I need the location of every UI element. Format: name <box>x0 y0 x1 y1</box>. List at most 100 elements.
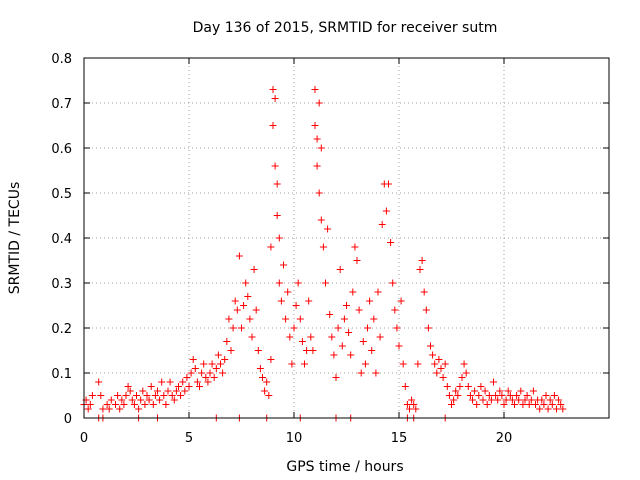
grid-lines <box>84 58 609 418</box>
data-point <box>128 396 136 404</box>
data-point <box>196 383 203 390</box>
data-point <box>471 387 479 395</box>
data-point <box>540 401 548 408</box>
data-point <box>464 383 472 390</box>
data-point <box>212 365 220 372</box>
data-point <box>254 347 262 354</box>
data-point <box>162 401 170 408</box>
data-point <box>414 360 422 368</box>
data-point <box>500 401 508 408</box>
data-point <box>143 392 151 399</box>
data-point <box>429 351 437 359</box>
data-point <box>141 401 149 408</box>
data-point <box>282 315 290 323</box>
data-point <box>553 405 560 413</box>
data-point <box>502 396 510 404</box>
data-point <box>114 392 122 399</box>
data-point <box>225 315 233 323</box>
data-point <box>355 306 363 314</box>
data-point <box>485 392 493 399</box>
data-point <box>498 392 506 399</box>
data-point <box>210 374 218 381</box>
data-point <box>286 333 294 341</box>
y-axis-label: SRMTID / TECUs <box>7 182 23 295</box>
data-point <box>357 369 365 377</box>
data-point <box>382 207 390 215</box>
data-point <box>345 329 353 336</box>
data-point <box>189 356 197 363</box>
data-point <box>492 392 500 399</box>
data-point <box>508 396 516 404</box>
data-point <box>479 396 487 404</box>
data-point <box>191 365 199 372</box>
data-point <box>361 360 369 368</box>
data-point <box>340 315 348 323</box>
data-point <box>460 360 468 368</box>
data-point <box>315 99 323 107</box>
data-point <box>219 369 227 377</box>
data-point <box>311 86 319 93</box>
data-point <box>206 369 214 377</box>
data-point <box>277 297 285 305</box>
data-point <box>246 315 254 323</box>
data-point <box>437 365 445 372</box>
data-point <box>368 347 376 354</box>
data-point <box>235 252 243 260</box>
data-point <box>416 266 424 273</box>
data-point <box>317 216 325 224</box>
data-point <box>439 374 447 381</box>
data-point <box>248 333 256 341</box>
data-point <box>412 405 420 413</box>
data-point <box>496 387 504 395</box>
data-point <box>145 396 153 404</box>
data-point <box>227 347 235 354</box>
data-point <box>187 369 195 377</box>
data-point <box>542 392 550 399</box>
data-point <box>133 392 140 399</box>
data-point <box>523 392 531 399</box>
data-point <box>517 387 525 395</box>
data-point <box>443 383 451 390</box>
data-point <box>334 324 342 332</box>
data-point <box>231 297 239 305</box>
data-point <box>548 401 556 408</box>
data-point <box>305 297 313 305</box>
x-tick-label: 10 <box>286 431 303 446</box>
data-point <box>175 383 182 390</box>
data-point <box>313 162 321 170</box>
plot-frame <box>83 57 610 419</box>
data-point <box>229 324 237 332</box>
data-point <box>99 405 107 413</box>
data-point <box>353 257 361 264</box>
x-tick-label: 0 <box>80 431 88 446</box>
data-point <box>397 297 405 305</box>
data-point <box>221 356 229 363</box>
data-point <box>118 396 126 404</box>
y-tick-label: 0.4 <box>51 232 72 247</box>
data-point <box>275 279 283 287</box>
data-point <box>546 396 554 404</box>
x-tick-label: 20 <box>496 431 513 446</box>
data-point <box>269 122 277 129</box>
data-point <box>284 288 292 296</box>
data-point <box>431 360 439 368</box>
data-point <box>296 315 304 323</box>
x-axis-label: GPS time / hours <box>286 459 403 475</box>
data-point <box>366 297 374 305</box>
data-point <box>408 396 416 404</box>
data-point <box>347 351 355 359</box>
data-point <box>389 279 397 287</box>
data-point <box>519 401 527 408</box>
data-point <box>387 239 395 246</box>
y-tick-label: 0.3 <box>51 277 72 292</box>
data-point <box>265 392 273 399</box>
data-point <box>177 392 185 399</box>
data-point <box>217 360 224 368</box>
y-tick-label: 0.5 <box>51 187 72 202</box>
data-point <box>555 396 563 404</box>
y-tick-label: 0 <box>64 412 72 427</box>
data-point <box>435 356 443 363</box>
y-tick-label: 0.1 <box>51 367 72 382</box>
data-point <box>410 401 418 408</box>
